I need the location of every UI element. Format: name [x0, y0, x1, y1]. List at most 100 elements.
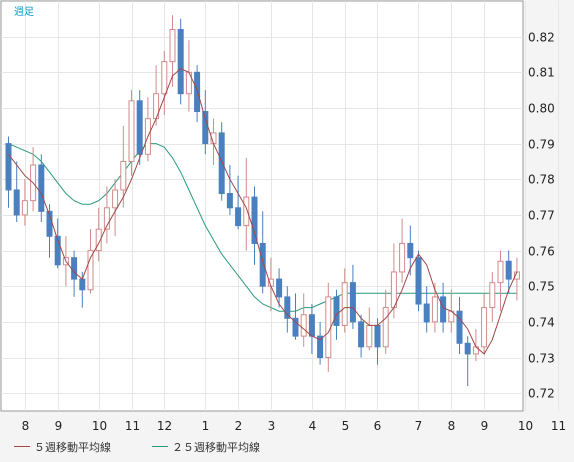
candle [415, 250, 422, 312]
candle [300, 293, 307, 347]
ma25-line [8, 143, 517, 312]
ma5-line [8, 68, 518, 355]
candle [38, 154, 45, 223]
candle [128, 90, 135, 176]
candle-body-down [13, 189, 20, 216]
candle-body-down [38, 164, 45, 212]
y-tick-label: 0.76 [528, 245, 555, 259]
candle [161, 50, 168, 116]
candle-body-up [21, 200, 28, 216]
candle-body-up [87, 250, 94, 291]
legend: ５週移動平均線 ２５週移動平均線 [14, 440, 260, 454]
candle-body-up [243, 196, 250, 227]
candle-body-up [169, 29, 176, 63]
candle-body-up [431, 296, 438, 323]
legend-label: ５週移動平均線 [34, 440, 111, 454]
y-tick-label: 0.82 [528, 31, 555, 45]
candle-body-up [366, 324, 373, 348]
x-tick-label: 9 [55, 419, 63, 433]
x-tick-label: 8 [22, 419, 30, 433]
x-tick-label: 2 [235, 419, 243, 433]
candle-body-down [276, 278, 283, 298]
y-tick-label: 0.81 [528, 66, 555, 80]
candle-body-up [161, 61, 168, 95]
candle-body-down [407, 242, 414, 259]
x-tick-label: 5 [342, 419, 350, 433]
candle-body-down [202, 111, 209, 145]
x-tick-label: 11 [551, 419, 566, 433]
x-tick-label: 7 [415, 419, 423, 433]
candle [177, 18, 184, 105]
candle-body-down [218, 132, 225, 195]
ma5-line-group [8, 68, 518, 355]
candle [13, 161, 20, 223]
candle-body-up [497, 260, 504, 284]
candle [136, 90, 143, 165]
candle-body-down [259, 242, 266, 287]
candle-body-down [456, 310, 463, 344]
candle-body-down [71, 257, 78, 280]
x-tick-label: 8 [448, 419, 456, 433]
candle [513, 257, 520, 301]
candle [358, 314, 365, 358]
candle [349, 264, 356, 329]
candle [226, 165, 233, 215]
candle-body-up [325, 296, 332, 359]
candle-body-down [358, 321, 365, 348]
candle-body-down [440, 296, 447, 323]
y-tick-label: 0.77 [528, 209, 555, 223]
x-axis-ticks: 891011121234567891011121234 [22, 419, 566, 433]
x-tick-label: 12 [157, 419, 172, 433]
y-tick-label: 0.72 [528, 387, 555, 401]
candle [87, 229, 94, 294]
candle-body-up [399, 242, 406, 273]
candle [464, 336, 471, 387]
candle [259, 211, 266, 294]
candle [21, 179, 28, 226]
candle-body-up [103, 207, 110, 230]
candle-body-down [177, 29, 184, 95]
candle-body-up [481, 307, 488, 348]
candle-body-up [489, 282, 496, 309]
candle [103, 186, 110, 244]
y-axis-ticks: 0.72 0.73 0.74 0.75 0.76 0.77 0.78 0.79 0.80 0.81… [528, 31, 555, 401]
candle [407, 225, 414, 276]
candle-body-down [292, 317, 299, 337]
candle-body-up [382, 307, 389, 348]
candle-body-down [374, 324, 381, 348]
candle [243, 157, 250, 251]
candle [382, 289, 389, 354]
candle-body-down [333, 296, 340, 326]
plot-area [0, 0, 524, 412]
candle-body-down [308, 314, 315, 337]
ma25-line-group [8, 143, 517, 312]
y-tick-label: 0.78 [528, 173, 555, 187]
candle [95, 207, 102, 262]
candle-body-up [112, 189, 119, 209]
candle [497, 250, 504, 312]
candle [317, 321, 324, 365]
candle [489, 271, 496, 322]
candle-body-down [79, 278, 86, 291]
y-tick-label: 0.75 [528, 280, 555, 294]
candle-body-up [390, 271, 397, 309]
candle-body-down [251, 196, 258, 244]
candle [5, 136, 12, 208]
x-tick-label: 4 [309, 419, 317, 433]
candle-body-down [284, 296, 291, 319]
candle [456, 296, 463, 354]
x-tick-label: 6 [374, 419, 382, 433]
candle-body-up [513, 271, 520, 280]
candle [481, 293, 488, 354]
x-tick-label: 11 [125, 419, 140, 433]
candle [169, 15, 176, 87]
candle-body-up [300, 314, 307, 337]
candle [112, 179, 119, 237]
period-label: 週足 [14, 6, 34, 18]
y-tick-label: 0.79 [528, 138, 555, 152]
candle-body-down [226, 193, 233, 209]
candle [292, 293, 299, 340]
x-tick-label: 1 [202, 419, 210, 433]
